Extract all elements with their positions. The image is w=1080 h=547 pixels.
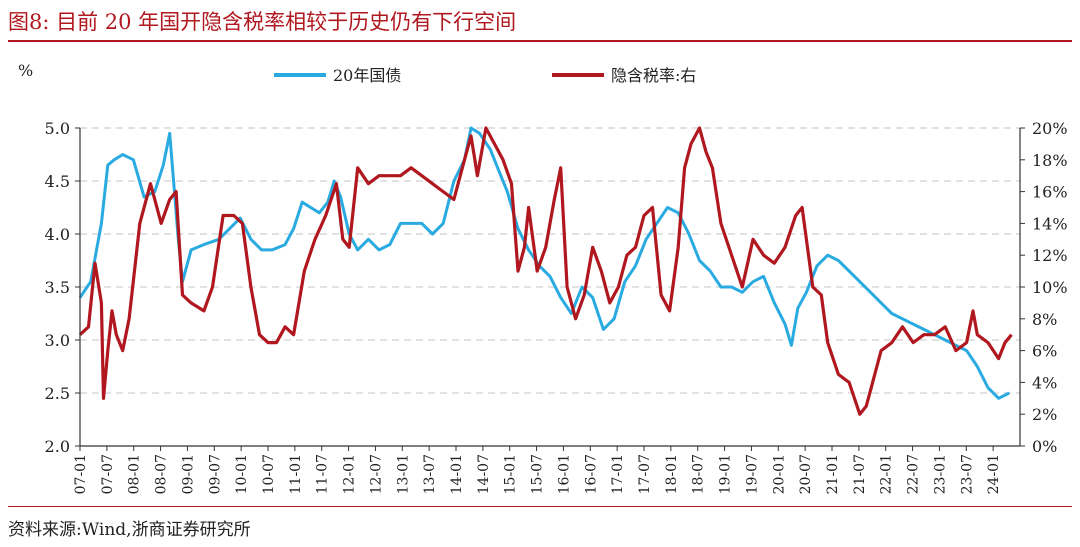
- x-tick-label: 21-01: [825, 454, 841, 494]
- x-tick-label: 07-01: [73, 454, 89, 494]
- y-right-tick-label: 14%: [1032, 214, 1068, 233]
- y-right-tick-label: 10%: [1032, 278, 1068, 297]
- x-tick-label: 20-01: [771, 454, 787, 494]
- y-left-tick-label: 3.5: [45, 278, 70, 297]
- x-tick-label: 16-07: [583, 454, 599, 494]
- y-left-tick-label: 2.5: [45, 384, 70, 403]
- x-tick-label: 09-07: [207, 454, 223, 494]
- x-tick-label: 07-07: [100, 454, 116, 494]
- x-tick-label: 17-07: [637, 454, 653, 494]
- legend-label-implied-tax: 隐含税率:右: [611, 66, 696, 85]
- title-divider: [8, 40, 1072, 42]
- x-tick-label: 24-01: [986, 454, 1002, 494]
- series-line-20y-bond: [78, 126, 1010, 400]
- x-tick-label: 13-07: [422, 454, 438, 494]
- x-tick-label: 12-01: [342, 454, 358, 494]
- line-chart: 2.0 2.5 3.0 3.5 4.0 4.5 5.0% 0% 2% 4% 6% 8% 10% 12% 14…: [18, 61, 1068, 494]
- y-right-tick-label: 18%: [1032, 151, 1068, 170]
- y-right-tick-label: 12%: [1032, 246, 1068, 265]
- gridlines: [80, 127, 1020, 394]
- x-tick-label: 12-07: [368, 454, 384, 494]
- x-tick-label: 23-01: [932, 454, 948, 494]
- axes: 2.0 2.5 3.0 3.5 4.0 4.5 5.0% 0% 2% 4% 6% 8% 10% 12% 14…: [18, 61, 1068, 494]
- x-tick-label: 13-01: [395, 454, 411, 494]
- x-tick-label: 17-01: [610, 454, 626, 494]
- x-tick-label: 08-07: [154, 454, 170, 494]
- y-right-tick-label: 2%: [1032, 405, 1057, 424]
- x-tick-label: 10-07: [261, 454, 277, 494]
- x-tick-label: 23-07: [959, 454, 975, 494]
- x-tick-label: 15-07: [530, 454, 546, 494]
- x-tick-label: 11-07: [315, 454, 331, 494]
- series-line-implied-tax: [78, 126, 1013, 416]
- y-right-tick-label: 20%: [1032, 119, 1068, 138]
- x-tick-label: 19-07: [744, 454, 760, 494]
- x-tick-label: 16-01: [556, 454, 572, 494]
- x-tick-label: 15-01: [503, 454, 519, 494]
- x-tick-label: 10-01: [234, 454, 250, 494]
- x-tick-label: 08-01: [127, 454, 143, 494]
- y-right-tick-label: 6%: [1032, 342, 1057, 361]
- footer-divider: [8, 506, 1072, 507]
- y-left-tick-label: 2.0: [45, 437, 70, 456]
- x-tick-label: 19-01: [718, 454, 734, 494]
- legend: 20年国债 隐含税率:右: [274, 66, 696, 85]
- x-tick-label: 22-01: [879, 454, 895, 494]
- x-tick-label: 18-01: [664, 454, 680, 494]
- x-tick-label: 22-07: [906, 454, 922, 494]
- legend-label-20y-bond: 20年国债: [333, 66, 401, 85]
- x-tick-label: 20-07: [798, 454, 814, 494]
- y-right-tick-label: 4%: [1032, 373, 1057, 392]
- x-tick-label: 14-07: [476, 454, 492, 494]
- source-note: 资料来源:Wind,浙商证券研究所: [8, 520, 251, 540]
- y-left-tick-label: 3.0: [45, 331, 70, 350]
- x-tick-label: 21-07: [852, 454, 868, 494]
- y-right-tick-label: 8%: [1032, 310, 1057, 329]
- x-tick-label: 18-07: [691, 454, 707, 494]
- y-left-tick-label: 4.5: [45, 172, 70, 191]
- y-right-tick-label: 16%: [1032, 183, 1068, 202]
- x-tick-label: 11-01: [288, 454, 304, 494]
- x-tick-label: 14-01: [449, 454, 465, 494]
- figure-title: 图8: 目前 20 年国开隐含税率相较于历史仍有下行空间: [8, 10, 517, 34]
- y-right-tick-label: 0%: [1032, 437, 1057, 456]
- y-left-tick-label: 4.0: [45, 225, 70, 244]
- y-left-tick-label: 5.0: [45, 119, 70, 138]
- y-left-unit: %: [18, 61, 33, 80]
- x-tick-label: 09-01: [180, 454, 196, 494]
- series-lines: [78, 126, 1013, 416]
